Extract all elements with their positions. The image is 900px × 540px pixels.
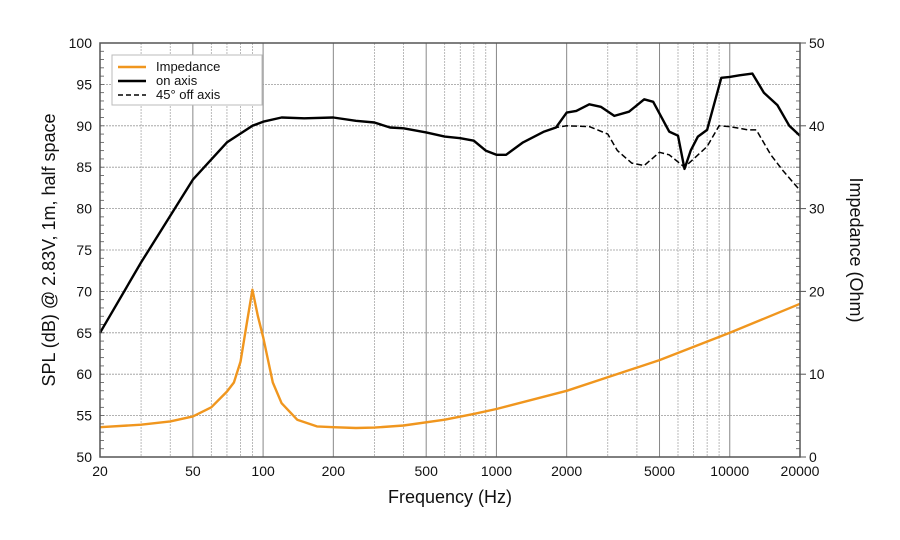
series-line-impedance (99, 288, 801, 430)
y-tick-label: 55 (76, 408, 92, 424)
x-tick-label: 500 (415, 463, 439, 479)
series-line-45-off-axis (99, 116, 801, 334)
tick-labels: 20 50 100 200 500 1000 2000 5000 10000 2000050556… (69, 35, 825, 479)
legend-label-off-axis: 45° off axis (156, 87, 221, 102)
y-tick-label: 75 (76, 242, 92, 258)
y2-tick-label: 30 (809, 201, 825, 217)
y-tick-label: 65 (76, 325, 92, 341)
legend-label-on-axis: on axis (156, 73, 198, 88)
y2-tick-label: 10 (809, 366, 825, 382)
plot-frame (99, 42, 801, 458)
x-tick-label: 1000 (481, 463, 512, 479)
x-tick-label: 2000 (551, 463, 582, 479)
y-tick-label: 80 (76, 201, 92, 217)
series-line-on-axis (98, 72, 801, 334)
y2-tick-label: 20 (809, 283, 825, 299)
x-tick-label: 50 (185, 463, 201, 479)
y-tick-label: 85 (76, 159, 92, 175)
y-tick-label: 50 (76, 449, 92, 465)
x-tick-label: 200 (322, 463, 346, 479)
x-tick-label: 20 (92, 463, 108, 479)
y2-tick-label: 40 (809, 118, 825, 134)
y-tick-label: 95 (76, 76, 92, 92)
y-tick-label: 100 (69, 35, 93, 51)
series-lines (98, 72, 801, 430)
y2-tick-label: 50 (809, 35, 825, 51)
y-tick-label: 70 (76, 283, 92, 299)
y2-tick-label: 0 (809, 449, 817, 465)
x-tick-label: 5000 (644, 463, 675, 479)
legend-label-impedance: Impedance (156, 59, 220, 74)
x-tick-label: 20000 (781, 463, 820, 479)
x-tick-label: 10000 (710, 463, 749, 479)
y2-axis-label: Impedance (Ohm) (846, 177, 866, 322)
y-axis-label: SPL (dB) @ 2.83V, 1m, half space (39, 113, 59, 386)
y-tick-label: 90 (76, 118, 92, 134)
y-tick-label: 60 (76, 366, 92, 382)
legend: Impedance on axis 45° off axis (111, 54, 263, 106)
x-tick-label: 100 (251, 463, 275, 479)
x-axis-label: Frequency (Hz) (388, 487, 512, 507)
